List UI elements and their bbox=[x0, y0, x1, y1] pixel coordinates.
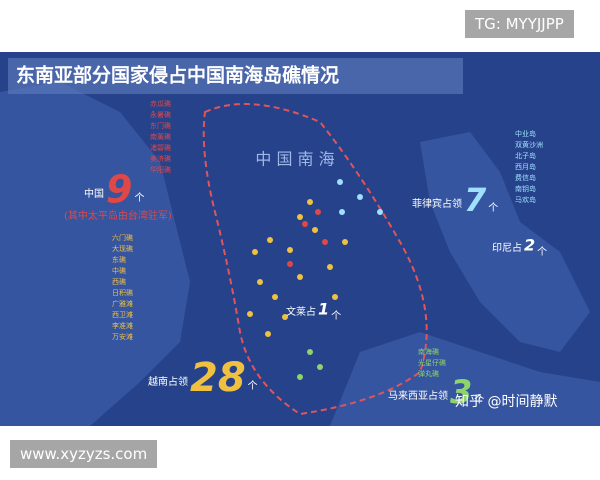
island-name: 广雅滩 bbox=[112, 299, 133, 308]
watermark-top: TG: MYYJJPP bbox=[465, 10, 574, 38]
group-unit: 个 bbox=[488, 202, 498, 214]
group-label: 马来西亚占领 bbox=[388, 389, 448, 402]
island-name: 六门礁 bbox=[112, 233, 133, 242]
group-count: 9 bbox=[106, 168, 132, 212]
group-unit: 个 bbox=[248, 380, 258, 392]
island-name: 西月岛 bbox=[515, 162, 536, 171]
group-unit: 个 bbox=[474, 394, 484, 406]
island-name: 东门礁 bbox=[150, 121, 171, 130]
island-name: 光星仔礁 bbox=[418, 358, 446, 367]
island-name: 日积礁 bbox=[112, 288, 133, 297]
group-note: (其中太平岛由台湾驻军) bbox=[64, 209, 172, 222]
island-name: 华阳礁 bbox=[150, 165, 171, 174]
group-count: 28 bbox=[190, 355, 246, 401]
island-name: 万安滩 bbox=[112, 332, 133, 341]
island-name: 渚碧礁 bbox=[150, 143, 171, 152]
group-count: 1 bbox=[318, 300, 329, 319]
island-name: 永暑礁 bbox=[150, 110, 171, 119]
island-name: 南海礁 bbox=[418, 347, 439, 356]
group-count: 2 bbox=[524, 236, 535, 255]
watermark-zhihu: 知乎 @时间静默 bbox=[455, 393, 557, 410]
island-name: 中礁 bbox=[112, 266, 126, 275]
group-count: 3 bbox=[450, 373, 472, 411]
watermark-bottom: www.xyzyzs.com bbox=[10, 440, 158, 468]
group-label: 文莱占 bbox=[286, 305, 316, 318]
group-label: 印尼占 bbox=[492, 241, 522, 254]
island-name: 南钥岛 bbox=[515, 184, 536, 193]
island-name: 李准滩 bbox=[112, 321, 133, 330]
island-name: 中业岛 bbox=[515, 129, 536, 138]
group-label: 越南占领 bbox=[148, 375, 188, 388]
group-count: 7 bbox=[464, 181, 487, 219]
island-name: 东礁 bbox=[112, 255, 126, 264]
group-unit: 个 bbox=[331, 310, 341, 322]
island-name: 西礁 bbox=[112, 277, 126, 286]
island-name: 大现礁 bbox=[112, 244, 133, 253]
group-label: 菲律宾占领 bbox=[412, 197, 462, 210]
group-label: 中国 bbox=[84, 187, 104, 200]
island-name: 费信岛 bbox=[515, 173, 536, 182]
sea-label: 中 国 南 海 bbox=[255, 150, 334, 169]
island-name: 北子岛 bbox=[515, 151, 536, 160]
island-name: 双黄沙洲 bbox=[515, 140, 543, 149]
group-unit: 个 bbox=[537, 246, 547, 258]
island-name: 西卫滩 bbox=[112, 310, 133, 319]
island-name: 马欢岛 bbox=[515, 195, 536, 204]
island-name: 赤瓜礁 bbox=[150, 99, 171, 108]
island-name: 弹丸礁 bbox=[418, 369, 439, 378]
island-name: 美济礁 bbox=[150, 154, 171, 163]
map-title: 东南亚部分国家侵占中国南海岛礁情况 bbox=[16, 64, 339, 87]
group-unit: 个 bbox=[134, 192, 144, 204]
island-name: 南薰礁 bbox=[150, 132, 171, 141]
